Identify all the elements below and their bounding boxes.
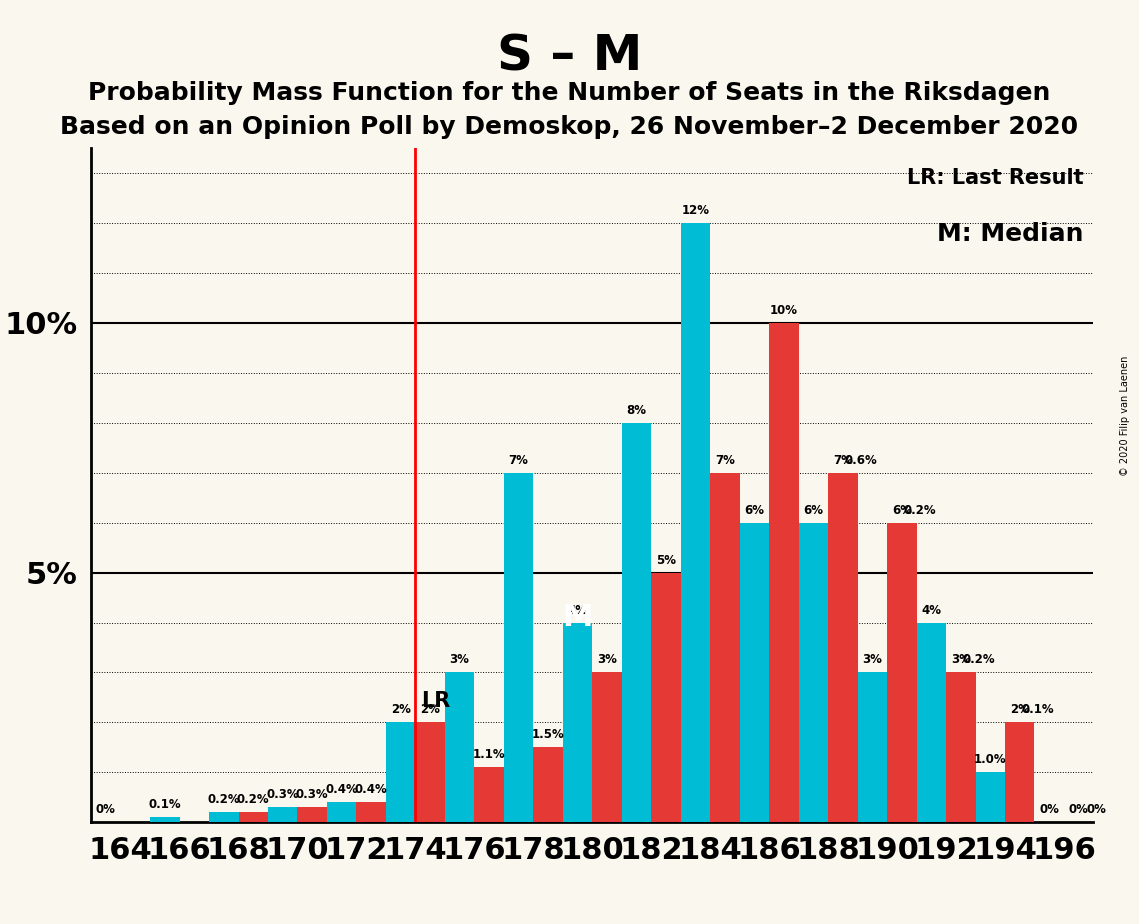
Bar	[711, 472, 739, 822]
Text: 3%: 3%	[450, 653, 469, 666]
Text: 0.1%: 0.1%	[1022, 703, 1054, 716]
Text: 0.3%: 0.3%	[267, 788, 300, 801]
Text: 0.4%: 0.4%	[326, 784, 358, 796]
Bar	[739, 523, 769, 822]
Text: 0%: 0%	[1039, 803, 1059, 817]
Text: 10%: 10%	[770, 304, 798, 317]
Text: 0%: 0%	[96, 803, 116, 817]
Text: 0.3%: 0.3%	[296, 788, 328, 801]
Bar	[386, 723, 416, 822]
Text: 6%: 6%	[745, 504, 764, 517]
Text: 2%: 2%	[1010, 703, 1030, 716]
Bar	[357, 802, 386, 822]
Bar	[887, 523, 917, 822]
Text: 4%: 4%	[921, 603, 941, 616]
Bar	[769, 322, 798, 822]
Bar	[416, 723, 445, 822]
Text: 7%: 7%	[715, 454, 735, 467]
Text: 0%: 0%	[1068, 803, 1089, 817]
Text: 0%: 0%	[1087, 803, 1106, 817]
Text: 3%: 3%	[862, 653, 883, 666]
Bar	[445, 673, 474, 822]
Bar	[975, 772, 1005, 822]
Bar	[297, 808, 327, 822]
Text: 6%: 6%	[803, 504, 823, 517]
Text: Based on an Opinion Poll by Demoskop, 26 November–2 December 2020: Based on an Opinion Poll by Demoskop, 26…	[60, 115, 1079, 139]
Text: 0.2%: 0.2%	[237, 794, 270, 807]
Bar	[268, 808, 297, 822]
Text: 12%: 12%	[681, 204, 710, 217]
Bar	[327, 802, 357, 822]
Text: 2%: 2%	[420, 703, 440, 716]
Text: 6%: 6%	[892, 504, 912, 517]
Bar	[798, 523, 828, 822]
Bar	[474, 768, 503, 822]
Text: 7%: 7%	[833, 454, 853, 467]
Text: 0.2%: 0.2%	[903, 504, 936, 517]
Bar	[210, 812, 238, 822]
Bar	[947, 673, 975, 822]
Bar	[652, 573, 681, 822]
Text: Probability Mass Function for the Number of Seats in the Riksdagen: Probability Mass Function for the Number…	[89, 81, 1050, 105]
Text: © 2020 Filip van Laenen: © 2020 Filip van Laenen	[1121, 356, 1130, 476]
Text: 8%: 8%	[626, 404, 647, 417]
Text: 0.1%: 0.1%	[148, 798, 181, 811]
Text: 0.2%: 0.2%	[207, 794, 240, 807]
Text: 0.4%: 0.4%	[355, 784, 387, 796]
Text: 4%: 4%	[567, 603, 588, 616]
Bar	[503, 472, 533, 822]
Bar	[592, 673, 622, 822]
Bar	[150, 818, 180, 822]
Text: 1.5%: 1.5%	[532, 728, 565, 741]
Bar	[858, 673, 887, 822]
Text: 2%: 2%	[391, 703, 410, 716]
Text: 0.6%: 0.6%	[844, 454, 877, 467]
Bar	[681, 223, 711, 822]
Bar	[1005, 723, 1034, 822]
Text: 1.1%: 1.1%	[473, 748, 506, 761]
Text: 3%: 3%	[951, 653, 970, 666]
Bar	[917, 623, 947, 822]
Text: S – M: S – M	[497, 32, 642, 80]
Bar	[563, 623, 592, 822]
Text: 5%: 5%	[656, 553, 675, 566]
Text: LR: Last Result: LR: Last Result	[907, 168, 1083, 188]
Bar	[533, 748, 563, 822]
Bar	[238, 812, 268, 822]
Bar	[622, 422, 652, 822]
Bar	[828, 472, 858, 822]
Text: M: M	[563, 603, 592, 633]
Text: M: Median: M: Median	[937, 222, 1083, 246]
Text: 1.0%: 1.0%	[974, 753, 1007, 766]
Text: LR: LR	[421, 691, 451, 711]
Text: 0.2%: 0.2%	[962, 653, 994, 666]
Text: 7%: 7%	[509, 454, 528, 467]
Text: 3%: 3%	[597, 653, 617, 666]
